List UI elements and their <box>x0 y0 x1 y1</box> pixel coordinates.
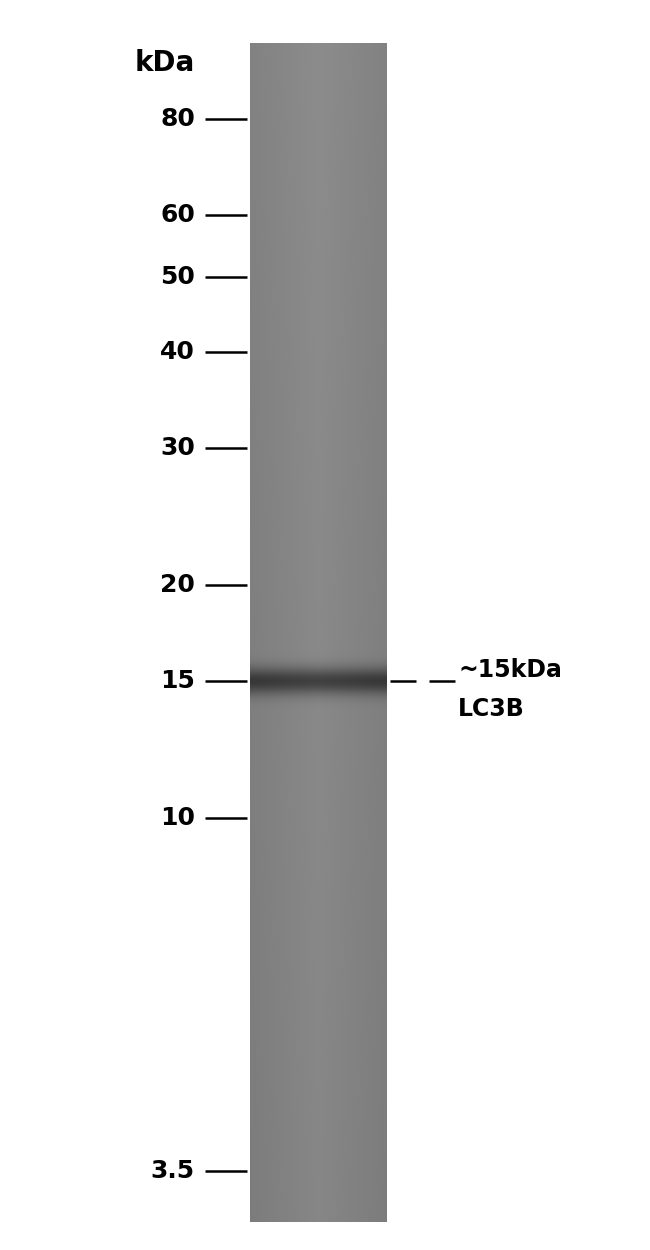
Text: 80: 80 <box>160 106 195 131</box>
Text: LC3B: LC3B <box>458 698 525 721</box>
Text: 60: 60 <box>160 204 195 228</box>
Text: 10: 10 <box>160 806 195 830</box>
Text: ~15kDa: ~15kDa <box>458 659 562 682</box>
Text: 3.5: 3.5 <box>151 1159 195 1182</box>
Text: kDa: kDa <box>135 49 195 76</box>
Text: 30: 30 <box>160 436 195 460</box>
Text: 20: 20 <box>160 572 195 596</box>
Text: 15: 15 <box>160 670 195 694</box>
Text: 40: 40 <box>160 340 195 364</box>
Text: 50: 50 <box>160 265 195 289</box>
